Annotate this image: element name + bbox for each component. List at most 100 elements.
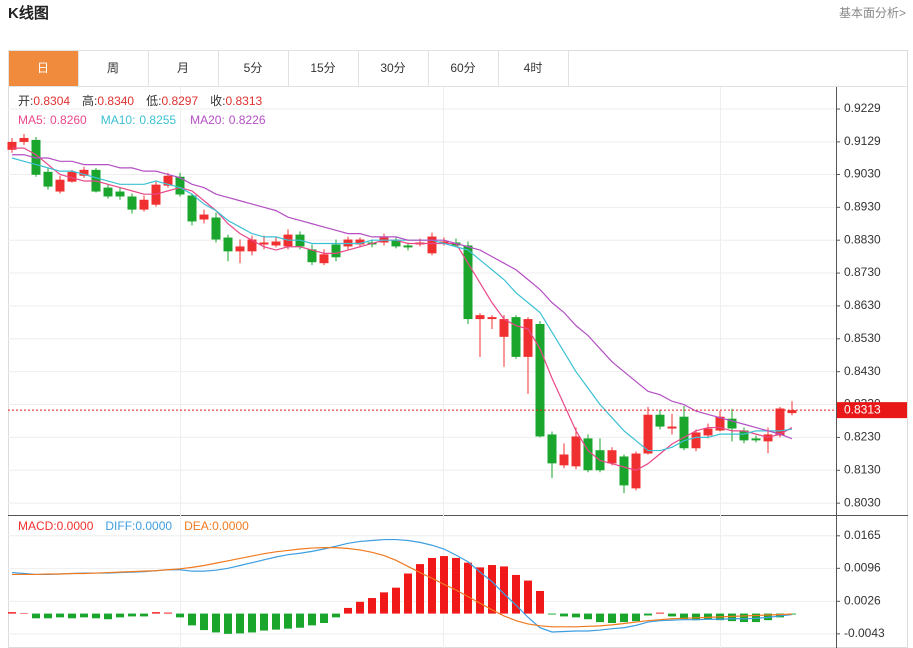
macd-bar [620, 613, 628, 623]
macd-legend: DEA:0.0000 [184, 519, 249, 533]
candle-body [67, 171, 77, 182]
tab[interactable] [358, 50, 429, 87]
macd-bar [692, 613, 700, 621]
candle-body [607, 450, 617, 464]
y-tick-label: 0.8730 [844, 265, 881, 279]
candle-body [619, 456, 629, 486]
macd-bar [548, 613, 556, 615]
tab[interactable] [218, 50, 289, 87]
legend-value: 0.8255 [139, 113, 176, 127]
candle-body [775, 408, 785, 436]
candle-body [331, 244, 341, 258]
macd-bar [680, 613, 688, 620]
candle-body [499, 319, 509, 337]
tab-label[interactable]: 周 [107, 61, 119, 75]
macd-bar [536, 590, 544, 614]
candle-body [79, 169, 89, 176]
macd-bar [788, 613, 796, 615]
tab-label[interactable]: 4时 [524, 61, 543, 75]
candle-body [679, 416, 689, 449]
info-label: 收: [210, 94, 225, 108]
y-tick-label: 0.0026 [844, 594, 881, 608]
macd-bar [260, 613, 268, 631]
macd-bar [8, 612, 16, 614]
macd-bar [224, 613, 232, 634]
candle-body [727, 418, 737, 429]
y-tick-label: 0.8230 [844, 430, 881, 444]
candle-body [511, 317, 521, 357]
macd-bar [500, 566, 508, 614]
candle-body [535, 324, 545, 437]
macd-bar [728, 613, 736, 622]
candle-body [139, 199, 149, 210]
analysis-link[interactable]: 基本面分析> [839, 6, 906, 20]
macd-bar [392, 587, 400, 614]
candle-body [175, 176, 185, 195]
candle-body [103, 187, 113, 197]
macd-bar [560, 613, 568, 617]
macd-bar [236, 613, 244, 634]
macd-bar [248, 613, 256, 633]
candle-body [523, 319, 533, 357]
candle-body [55, 179, 65, 192]
tab[interactable] [498, 50, 569, 87]
y-tick-label: 0.8830 [844, 232, 881, 246]
candle-body [571, 436, 581, 467]
chart-frame [8, 50, 908, 648]
macd-bar [488, 565, 496, 614]
tab-label[interactable]: 60分 [450, 61, 475, 75]
tab[interactable] [8, 50, 79, 87]
macd-bar [416, 564, 424, 614]
tab-label[interactable]: 15分 [310, 61, 335, 75]
macd-bar [116, 613, 124, 618]
info-value: 0.8297 [161, 94, 198, 108]
candle-body [547, 434, 557, 464]
macd-bar [44, 613, 52, 619]
macd-bar [572, 613, 580, 618]
macd-bar [308, 613, 316, 626]
macd-bar [128, 613, 136, 617]
macd-bar [272, 613, 280, 630]
macd-bar [524, 580, 532, 614]
candle-body [559, 454, 569, 466]
tab-label[interactable]: 日 [37, 61, 49, 75]
candle-body [223, 237, 233, 252]
macd-legend: MACD:0.0000 [18, 519, 94, 533]
macd-bar [344, 607, 352, 614]
macd-legend: DIFF:0.0000 [105, 519, 172, 533]
tab-label[interactable]: 30分 [380, 61, 405, 75]
candle-body [427, 236, 437, 254]
y-tick-label: 0.9229 [844, 101, 881, 115]
macd-bar [164, 612, 172, 614]
info-value: 0.8304 [33, 94, 70, 108]
macd-bar [32, 613, 40, 619]
candle-body [715, 416, 725, 431]
macd-bar [740, 613, 748, 623]
y-tick-label: 0.8430 [844, 364, 881, 378]
macd-bar [380, 592, 388, 614]
candle-body [127, 196, 137, 210]
series-line [12, 147, 793, 471]
macd-bar [428, 557, 436, 614]
tab[interactable] [288, 50, 359, 87]
candle-body [631, 453, 641, 489]
y-tick-label: 0.8130 [844, 462, 881, 476]
macd-bar [404, 573, 412, 614]
info-label: 开: [18, 94, 33, 108]
tab-label[interactable]: 月 [177, 61, 189, 75]
candle-body [403, 245, 413, 248]
candle-body [703, 428, 713, 436]
candle-body [691, 432, 701, 449]
y-tick-label: 0.8930 [844, 199, 881, 213]
candle-body [463, 245, 473, 320]
macd-bar [512, 574, 520, 614]
tab-label[interactable]: 5分 [244, 61, 263, 75]
macd-bar [644, 613, 652, 616]
candle-body [439, 241, 449, 244]
legend-label: MA10: [101, 113, 136, 127]
tab[interactable] [428, 50, 499, 87]
info-label: 高: [82, 93, 97, 108]
candle-body [31, 139, 41, 175]
y-tick-label: 0.8530 [844, 331, 881, 345]
last-price-label: 0.8313 [844, 402, 881, 416]
